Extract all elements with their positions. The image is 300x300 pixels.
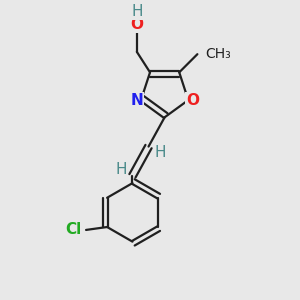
- Text: H: H: [131, 4, 142, 19]
- Text: H: H: [115, 162, 127, 177]
- Text: N: N: [130, 93, 143, 108]
- Text: O: O: [186, 93, 199, 108]
- Text: O: O: [130, 17, 143, 32]
- Text: Cl: Cl: [65, 222, 82, 237]
- Text: H: H: [154, 146, 166, 160]
- Text: CH₃: CH₃: [206, 47, 231, 61]
